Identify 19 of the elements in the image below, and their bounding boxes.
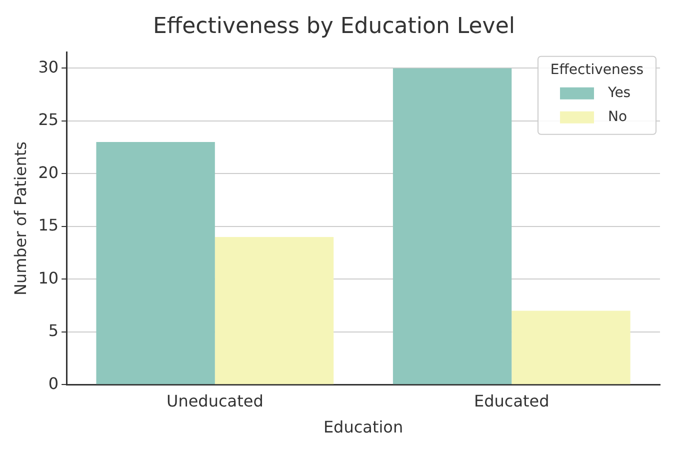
y-tick-label: 25 bbox=[38, 110, 59, 130]
legend-label: No bbox=[608, 109, 628, 126]
legend-title: Effectiveness bbox=[550, 62, 644, 78]
x-tick-label: Educated bbox=[474, 391, 550, 410]
chart-title: Effectiveness by Education Level bbox=[153, 14, 515, 39]
y-tick-label: 5 bbox=[48, 321, 59, 340]
y-tick-label: 20 bbox=[38, 162, 59, 182]
bar bbox=[392, 68, 512, 384]
y-tick-label: 0 bbox=[48, 374, 59, 393]
x-tick-label: Uneducated bbox=[166, 391, 264, 410]
y-tick-label: 15 bbox=[38, 216, 59, 235]
y-axis-title: Number of Patients bbox=[10, 142, 30, 296]
y-tick-label: 30 bbox=[38, 57, 59, 76]
x-axis-title: Education bbox=[323, 418, 404, 437]
bar bbox=[512, 310, 630, 384]
y-tick-label: 10 bbox=[38, 268, 59, 288]
bar bbox=[214, 236, 334, 384]
bar bbox=[96, 142, 215, 384]
legend-label: Yes bbox=[607, 85, 631, 102]
